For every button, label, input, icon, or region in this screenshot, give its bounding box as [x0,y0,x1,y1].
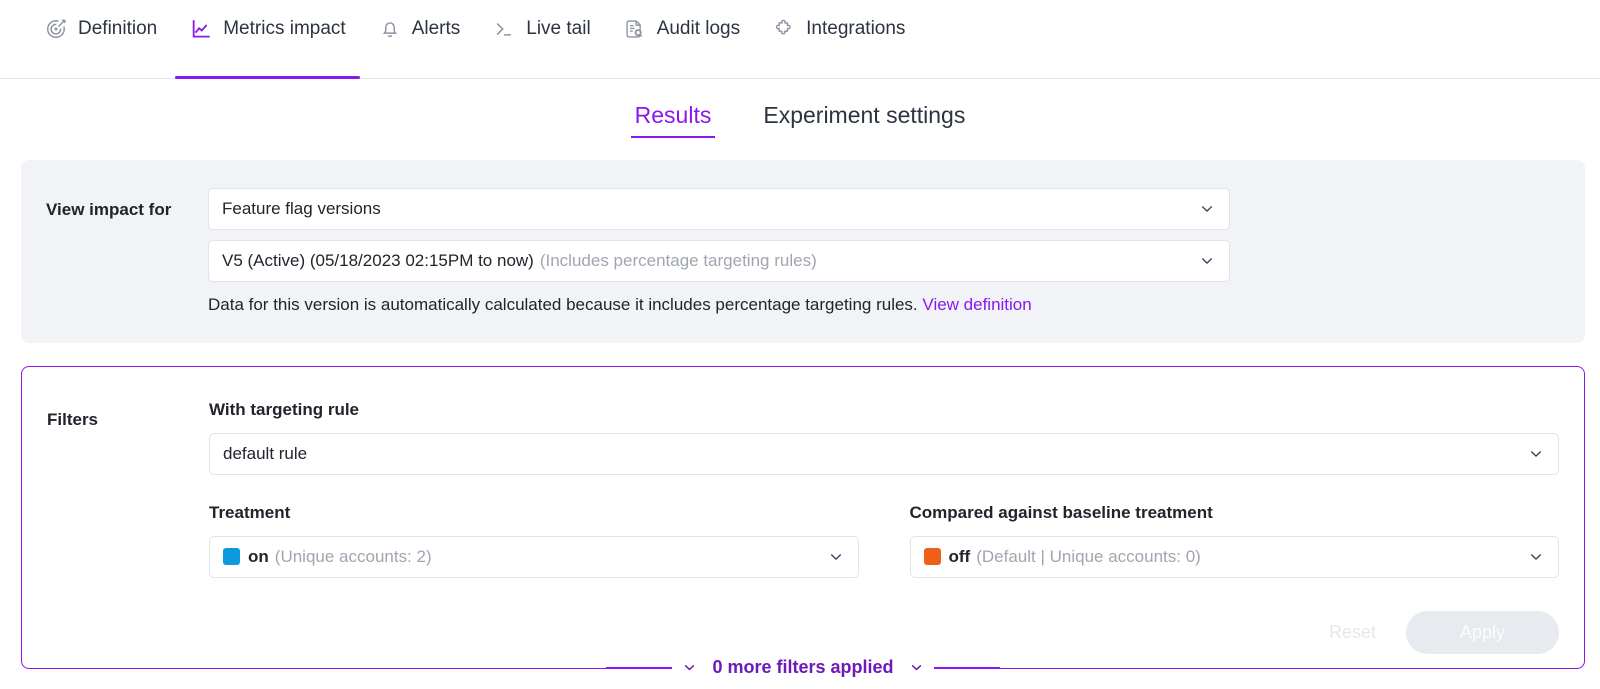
view-impact-panel: View impact for Feature flag versions V5… [21,159,1585,343]
nav-tab-integrations[interactable]: Integrations [756,0,921,79]
primary-nav: Definition Metrics impact Alerts Live ta… [0,0,1600,79]
more-filters-group: 0 more filters applied [672,656,934,679]
terminal-icon [492,17,516,41]
tab-experiment-settings[interactable]: Experiment settings [759,101,969,138]
baseline-label: Compared against baseline treatment [909,502,1213,522]
more-filters-bar: 0 more filters applied [22,656,1584,679]
filters-body: With targeting rule default rule Treatme… [209,400,1584,668]
chevron-down-icon[interactable] [900,657,934,679]
filters-label: Filters [47,409,99,429]
nav-tab-metrics-impact[interactable]: Metrics impact [173,0,361,79]
secondary-tabs: Results Experiment settings [0,79,1600,138]
chevron-down-icon[interactable] [672,657,706,679]
baseline-color-swatch [923,548,941,566]
more-filters-label[interactable]: 0 more filters applied [706,657,900,679]
nav-tab-label: Audit logs [656,18,741,39]
more-filters-line-left [606,667,673,669]
chevron-down-icon [1527,548,1545,566]
bell-icon [378,17,402,41]
filters-actions: Reset Apply [209,610,1559,654]
treatment-select[interactable]: on (Unique accounts: 2) [209,535,859,578]
nav-tab-label: Metrics impact [223,18,346,39]
tab-experiment-settings-label: Experiment settings [763,102,966,128]
apply-button[interactable]: Apply [1406,610,1559,654]
document-search-icon [623,17,647,41]
nav-tab-label: Integrations [806,18,906,39]
impact-note-text: Data for this version is automatically c… [208,294,918,314]
view-definition-link[interactable]: View definition [922,294,1032,314]
filters-panel: Filters With targeting rule default rule… [21,365,1585,679]
impact-source-select[interactable]: Feature flag versions [208,187,1230,230]
chevron-down-icon [1198,200,1216,218]
reset-button[interactable]: Reset [1307,612,1398,653]
baseline-column: Compared against baseline treatment off … [909,502,1559,578]
chevron-down-icon [1527,445,1545,463]
view-impact-fields: Feature flag versions V5 (Active) (05/18… [208,187,1585,315]
nav-tab-audit-logs[interactable]: Audit logs [607,0,756,79]
impact-version-value: V5 (Active) (05/18/2023 02:15PM to now) [222,250,534,270]
chevron-down-icon [827,548,845,566]
treatment-column: Treatment on (Unique accounts: 2) [209,503,859,578]
treatment-meta: (Unique accounts: 2) [274,546,432,566]
impact-version-hint: (Includes percentage targeting rules) [539,250,817,270]
nav-tab-label: Alerts [411,18,461,39]
view-impact-label: View impact for [46,199,172,219]
targeting-rule-select[interactable]: default rule [209,432,1559,475]
nav-tab-label: Definition [78,18,158,39]
nav-tab-live-tail[interactable]: Live tail [476,0,606,79]
impact-source-value: Feature flag versions [222,198,381,218]
baseline-value: off [948,546,971,566]
targeting-rule-value: default rule [223,443,308,463]
more-filters-line-right [933,667,1000,669]
nav-tab-alerts[interactable]: Alerts [362,0,477,79]
baseline-select[interactable]: off (Default | Unique accounts: 0) [909,535,1559,578]
treatment-value: on [248,546,269,566]
baseline-meta: (Default | Unique accounts: 0) [976,546,1201,566]
tab-results-label: Results [634,102,712,128]
targeting-rule-label: With targeting rule [209,399,360,419]
tab-results[interactable]: Results [630,101,716,138]
treatment-comparison-row: Treatment on (Unique accounts: 2) Compar… [209,503,1559,578]
treatment-label: Treatment [209,502,291,522]
impact-version-select[interactable]: V5 (Active) (05/18/2023 02:15PM to now) … [208,239,1230,282]
puzzle-piece-icon [772,17,796,41]
impact-note: Data for this version is automatically c… [208,295,1568,315]
target-pencil-icon [44,17,68,41]
nav-tab-definition[interactable]: Definition [28,0,173,79]
treatment-color-swatch [223,548,240,566]
chevron-down-icon [1198,252,1216,270]
line-chart-icon [189,17,213,41]
nav-tab-label: Live tail [526,18,591,39]
